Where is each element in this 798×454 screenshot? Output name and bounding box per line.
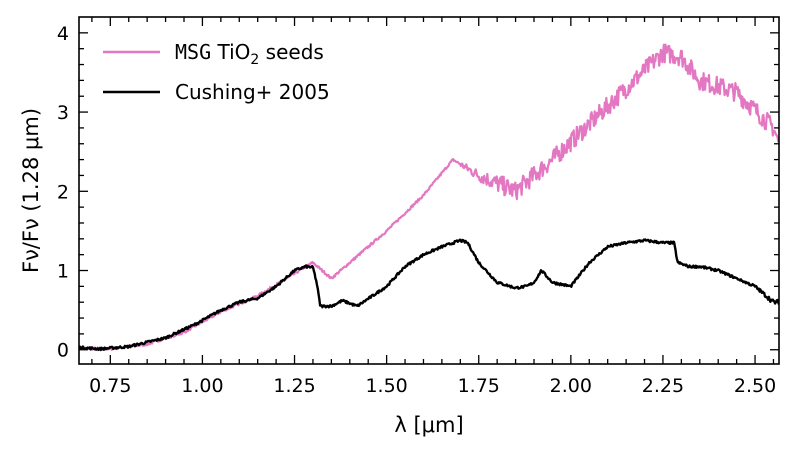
y-tick-label: 3 (57, 102, 69, 124)
x-tick-label: 2.50 (734, 375, 776, 397)
legend-label-code: MSG (175, 40, 211, 64)
legend-label-text: TiO (211, 40, 250, 64)
y-tick-label: 2 (57, 181, 69, 203)
y-tick-label: 0 (57, 340, 69, 362)
y-tick-label: 1 (57, 261, 69, 283)
y-axis-label: Fν/Fν (1.28 μm) (19, 108, 43, 273)
x-tick-label: 1.75 (458, 375, 500, 397)
series-line-msg-tio2-seeds (79, 43, 779, 351)
series-line-cushing-2005 (79, 238, 779, 352)
x-tick-label: 1.00 (181, 375, 223, 397)
x-tick-label: 1.25 (273, 375, 315, 397)
legend-label-subscript: 2 (250, 52, 259, 68)
legend-label-msg-tio2-seeds: MSG TiO2 seeds (175, 40, 324, 68)
x-tick-label: 2.25 (642, 375, 684, 397)
legend-label-cushing-2005: Cushing+ 2005 (175, 80, 330, 104)
legend: MSG TiO2 seeds Cushing+ 2005 (103, 40, 330, 104)
ticks-layer: 0.75 1.00 1.25 1.50 1.75 2.00 2.25 2.50 0 1 2 3 4 (57, 17, 779, 397)
x-tick-label: 2.00 (550, 375, 592, 397)
series-layer (79, 43, 779, 352)
plot-frame (78, 16, 780, 365)
y-tick-label: 4 (57, 23, 69, 45)
legend-label-suffix: seeds (259, 40, 324, 64)
x-tick-label: 1.50 (365, 375, 407, 397)
x-tick-label: 0.75 (89, 375, 131, 397)
x-axis-label: λ [μm] (394, 413, 463, 437)
